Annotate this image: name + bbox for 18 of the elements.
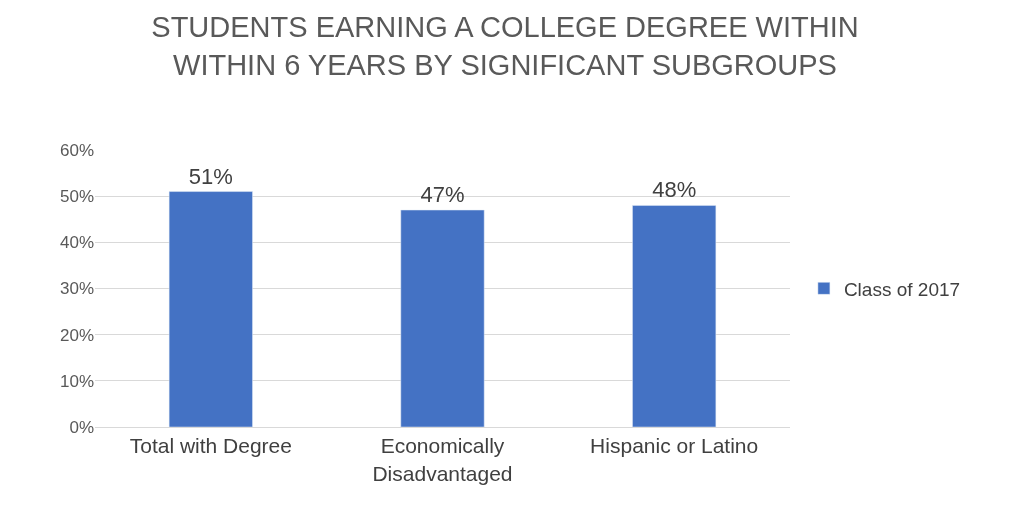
bar bbox=[400, 209, 485, 427]
x-tick-label: Economically Disadvantaged bbox=[372, 434, 513, 485]
y-tick-label: 50% bbox=[59, 187, 94, 207]
y-tick-label: 20% bbox=[59, 325, 94, 345]
y-tick-label: 40% bbox=[59, 233, 94, 253]
data-label: 51% bbox=[188, 163, 233, 189]
y-tick-label: 0% bbox=[69, 417, 94, 437]
x-tick-label: Hispanic or Latino bbox=[590, 434, 759, 458]
y-tick-label: 30% bbox=[59, 279, 94, 299]
bar bbox=[168, 191, 253, 427]
chart-title: STUDENTS EARNING A COLLEGE DEGREE WITHIN WITHIN 6 YEARS BY SIGNIFICANT SUBGROUPS bbox=[151, 10, 859, 81]
legend-label: Class of 2017 bbox=[843, 278, 961, 300]
data-label: 47% bbox=[420, 182, 465, 208]
y-tick-label: 10% bbox=[59, 371, 94, 391]
y-tick-label: 60% bbox=[59, 140, 94, 160]
data-label: 48% bbox=[652, 177, 697, 203]
x-tick-label: Total with Degree bbox=[129, 434, 292, 458]
bar bbox=[632, 205, 717, 427]
